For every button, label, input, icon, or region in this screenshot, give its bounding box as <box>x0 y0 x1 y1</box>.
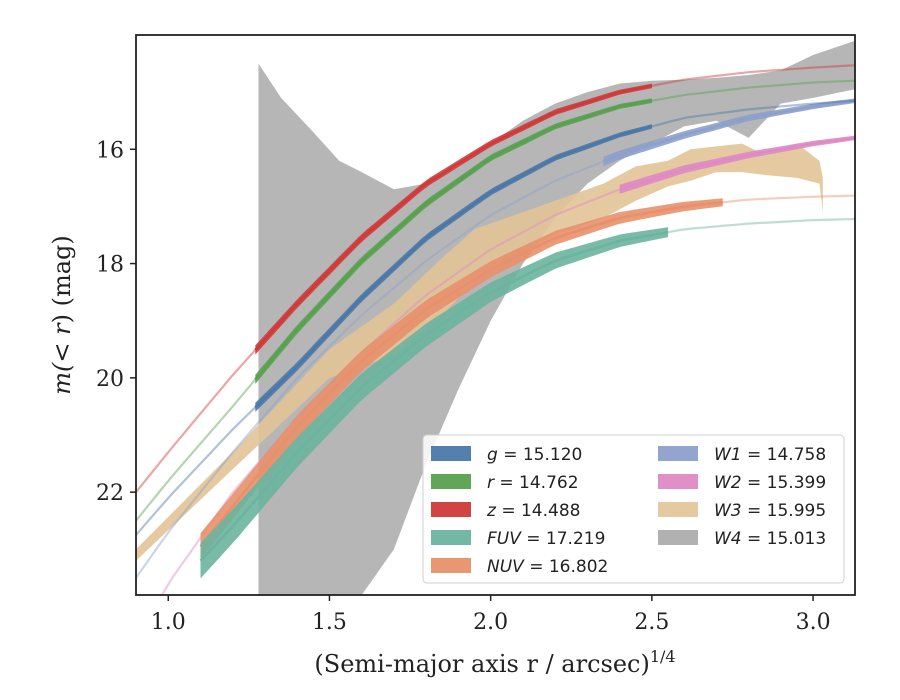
x-tick-label: 2.5 <box>634 610 669 635</box>
series-w4 <box>258 40 855 595</box>
y-tick-label: 18 <box>96 253 124 278</box>
plot-area <box>136 40 855 595</box>
y-axis: 16 18 20 22 <box>96 138 136 506</box>
legend-label: r = 14.762 <box>487 473 579 493</box>
series-w1-line <box>603 99 855 163</box>
x-axis: 1.0 1.5 2.0 2.5 3.0 <box>151 595 831 635</box>
legend-label: W3 = 15.995 <box>714 501 826 521</box>
y-tick-label: 16 <box>96 138 124 163</box>
legend-item-fuv: FUV = 17.219 <box>431 529 605 549</box>
legend-swatch <box>658 474 698 489</box>
legend-item-w1: W1 = 14.758 <box>658 445 826 465</box>
legend-label: W2 = 15.399 <box>714 473 826 493</box>
legend-item-nuv: NUV = 16.802 <box>431 557 608 577</box>
legend-label: z = 14.488 <box>486 501 580 521</box>
y-tick-label: 20 <box>96 367 124 392</box>
x-tick-label: 1.0 <box>151 610 186 635</box>
x-tick-label: 3.0 <box>796 610 831 635</box>
legend-swatch <box>658 446 698 461</box>
legend-label: W1 = 14.758 <box>714 445 826 465</box>
series-z <box>136 64 855 493</box>
x-tick-label: 1.5 <box>312 610 347 635</box>
legend-item-w4: W4 = 15.013 <box>658 529 826 549</box>
series-r-line <box>254 99 653 381</box>
series-fuv <box>199 217 855 579</box>
x-axis-label: (Semi-major axis r / arcsec)1/4 <box>314 647 675 678</box>
x-tick-label: 2.0 <box>473 610 508 635</box>
legend-label: W4 = 15.013 <box>714 529 826 549</box>
legend-item-g: g = 15.120 <box>431 445 582 465</box>
series-w4-band <box>258 40 855 595</box>
series-w1 <box>136 98 855 579</box>
x-axis-label-exponent: 1/4 <box>650 647 676 666</box>
series-g <box>136 99 855 536</box>
series-nuv-line <box>199 201 723 548</box>
legend-swatch <box>658 502 698 517</box>
legend-label: g = 15.120 <box>487 445 582 465</box>
series-fuv-line <box>199 230 669 562</box>
legend-swatch <box>658 530 698 545</box>
series-r <box>136 79 855 522</box>
y-tick-label: 22 <box>96 481 124 506</box>
legend-item-w2: W2 = 15.399 <box>658 473 826 493</box>
legend-swatch <box>431 474 471 489</box>
series-w2-line <box>619 136 855 191</box>
series-nuv <box>199 194 855 560</box>
legend-item-w3: W3 = 15.995 <box>658 501 826 521</box>
legend-item-r: r = 14.762 <box>431 473 579 493</box>
plot-frame <box>135 34 856 596</box>
series-z-line <box>254 84 653 351</box>
legend-swatch <box>431 502 471 517</box>
legend-swatch <box>431 530 471 545</box>
legend-swatch <box>431 558 471 573</box>
legend-label: FUV = 17.219 <box>487 529 605 549</box>
legend: g = 15.120 r = 14.762 z = 14.488 FUV = 17.2… <box>422 434 845 584</box>
series-g-line <box>254 125 653 409</box>
legend-box <box>422 434 845 584</box>
legend-swatch <box>431 446 471 461</box>
y-axis-label: m(< r) (mag) <box>48 235 76 395</box>
legend-label: NUV = 16.802 <box>487 557 608 577</box>
legend-item-z: z = 14.488 <box>431 501 580 521</box>
